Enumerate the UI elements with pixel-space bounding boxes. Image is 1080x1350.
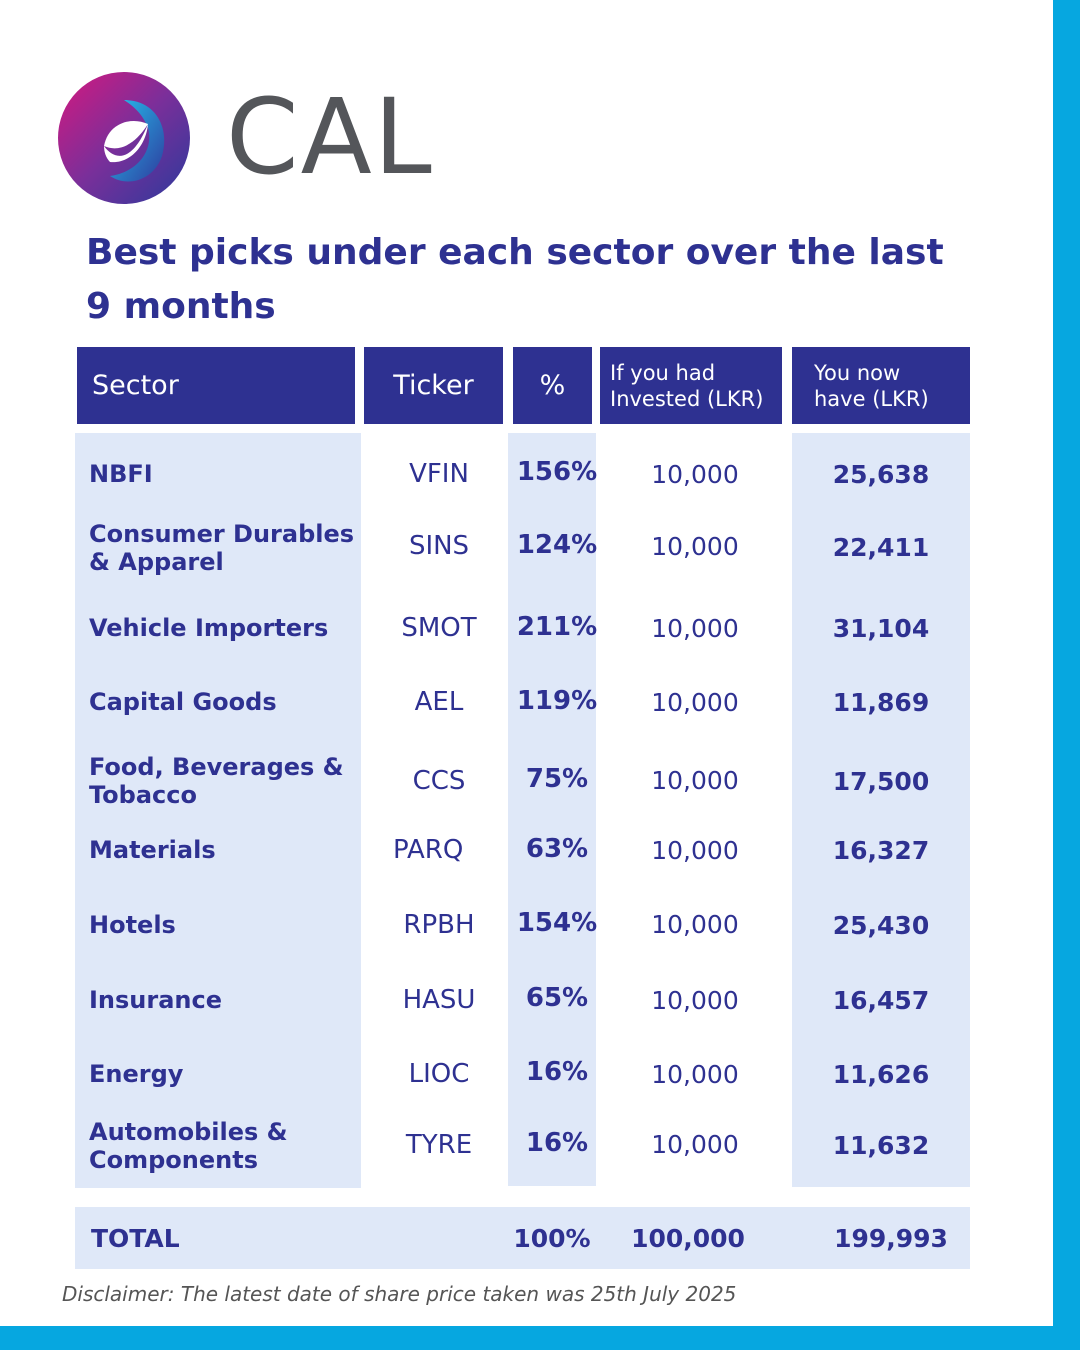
row-sector: Automobiles & Components [89,1118,288,1174]
row-invested: 10,000 [651,1059,739,1089]
row-invested: 10,000 [651,613,739,643]
row-pct: 154% [516,908,598,938]
header-now-line1: You now [814,360,901,385]
row-ticker: VFIN [409,459,469,489]
row-pct: 65% [525,983,589,1013]
row-now: 22,411 [832,532,930,562]
now-column-bg [792,433,970,1187]
row-invested: 10,000 [651,909,739,939]
row-ticker: PARQ [393,835,464,865]
total-invested: 100,000 [631,1223,745,1253]
row-pct: 16% [525,1128,589,1158]
row-pct: 156% [516,457,598,487]
row-ticker: RPBH [403,910,475,940]
row-ticker: LIOC [408,1059,470,1089]
row-ticker: TYRE [405,1130,473,1160]
disclaimer: Disclaimer: The latest date of share pri… [62,1282,737,1306]
row-sector: Hotels [89,911,176,939]
row-invested: 10,000 [651,459,739,489]
header-ticker: Ticker [364,347,503,424]
header-pct-label: % [539,370,566,401]
row-sector: Capital Goods [89,688,277,716]
header-invested-line1: If you had [610,360,716,385]
total-row [75,1207,970,1269]
row-pct: 16% [525,1057,589,1087]
row-pct: 124% [516,530,598,560]
row-ticker: SMOT [401,613,477,643]
total-label: TOTAL [91,1223,180,1253]
row-now: 11,869 [832,687,930,717]
header-invested-line2: Invested (LKR) [610,386,764,411]
pct-column-bg [508,433,596,1186]
row-sector: Materials [89,836,216,864]
row-pct: 75% [525,764,589,794]
row-now: 31,104 [832,613,930,643]
header-invested: If you had Invested (LKR) [600,347,782,424]
row-now: 25,638 [832,459,930,489]
total-now: 199,993 [834,1223,948,1253]
row-sector: Insurance [89,986,223,1014]
total-pct: 100% [513,1223,591,1253]
row-ticker: SINS [408,531,470,561]
row-now: 16,457 [832,985,930,1015]
row-pct: 119% [516,686,598,716]
row-ticker: CCS [412,766,466,796]
row-ticker: HASU [402,985,476,1015]
bottom-accent-bar [0,1326,1080,1350]
row-now: 11,632 [832,1130,930,1160]
row-now: 11,626 [832,1059,930,1089]
row-now: 16,327 [832,835,930,865]
row-sector: Vehicle Importers [89,614,329,642]
row-invested: 10,000 [651,1129,739,1159]
header-sector: Sector [77,347,355,424]
page-title: Best picks under each sector over the la… [86,232,944,327]
header-ticker-label: Ticker [393,370,474,401]
row-now: 17,500 [832,766,930,796]
right-accent-bar [1053,0,1080,1350]
row-invested: 10,000 [651,765,739,795]
row-pct: 211% [516,612,598,642]
row-invested: 10,000 [651,531,739,561]
row-sector: Consumer Durables & Apparel [89,520,355,576]
row-pct: 63% [525,834,589,864]
row-invested: 10,000 [651,687,739,717]
header-now-line2: have (LKR) [814,386,929,411]
row-invested: 10,000 [651,985,739,1015]
brand-name: CAL [226,76,434,198]
row-now: 25,430 [832,910,930,940]
row-sector: NBFI [89,460,153,488]
header-now: You now have (LKR) [792,347,970,424]
cal-logo-icon [58,72,190,204]
header-sector-label: Sector [92,370,179,401]
row-ticker: AEL [414,687,464,717]
row-invested: 10,000 [651,835,739,865]
sector-column-bg [75,433,361,1188]
row-sector: Energy [89,1060,184,1088]
header-pct: % [513,347,592,424]
row-sector: Food, Beverages & Tobacco [89,753,344,809]
